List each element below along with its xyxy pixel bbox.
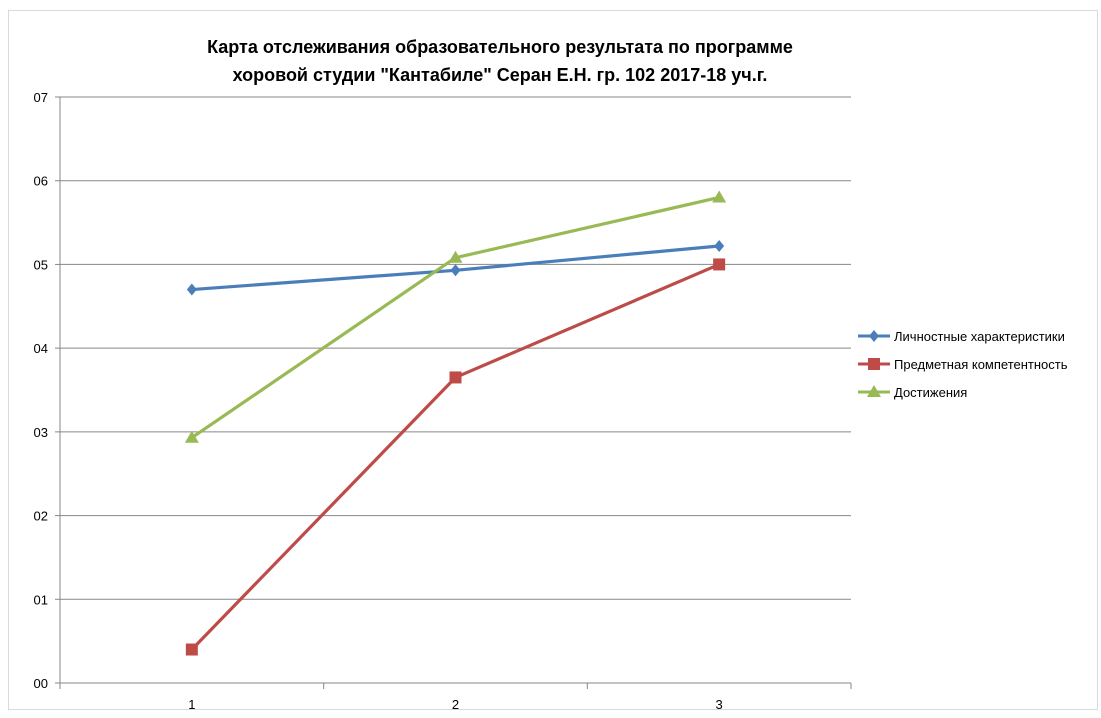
data-point-2-1 (185, 643, 198, 656)
y-tick-label: 04 (34, 341, 48, 356)
data-point-1-3 (714, 240, 725, 253)
y-tick-label: 07 (34, 90, 48, 105)
x-tick-label: 1 (188, 697, 195, 712)
y-tick-label: 01 (34, 592, 48, 607)
y-tick-label: 05 (34, 257, 48, 272)
legend: Личностные характеристики Предметная комп… (858, 329, 1068, 400)
legend-marker-2 (868, 358, 880, 370)
data-point-3-1 (184, 430, 199, 443)
data-point-2-3 (713, 258, 726, 271)
chart-title-line-2: хоровой студии "Кантабиле" Серан Е.Н. гр… (233, 65, 768, 85)
legend-label-1: Личностные характеристики (894, 329, 1065, 344)
chart-title-line-1: Карта отслеживания образовательного резу… (207, 37, 793, 57)
x-tick-label: 3 (716, 697, 723, 712)
y-tick-label: 02 (34, 509, 48, 524)
series-line-2 (190, 262, 720, 651)
series-group (184, 190, 727, 656)
x-axis-labels: 1 2 3 (188, 697, 723, 712)
y-tick-label: 06 (34, 174, 48, 189)
data-point-3-3 (712, 190, 727, 203)
series-line-3 (190, 195, 720, 440)
chart-frame (8, 10, 1098, 710)
legend-marker-1 (869, 330, 879, 342)
grid-lines (60, 96, 851, 600)
legend-label-3: Достижения (894, 385, 967, 400)
data-point-3-2 (448, 250, 463, 263)
legend-marker-3 (867, 385, 881, 397)
y-axis-labels: 00 01 02 03 04 05 06 07 (34, 90, 48, 691)
legend-label-2: Предметная компетентность (894, 357, 1068, 372)
data-point-1-1 (186, 283, 197, 296)
x-tick-label: 2 (452, 697, 459, 712)
y-tick-label: 03 (34, 425, 48, 440)
data-point-2-2 (449, 371, 462, 384)
data-point-1-2 (450, 264, 461, 277)
axes (55, 96, 852, 689)
y-tick-label: 00 (34, 676, 48, 691)
